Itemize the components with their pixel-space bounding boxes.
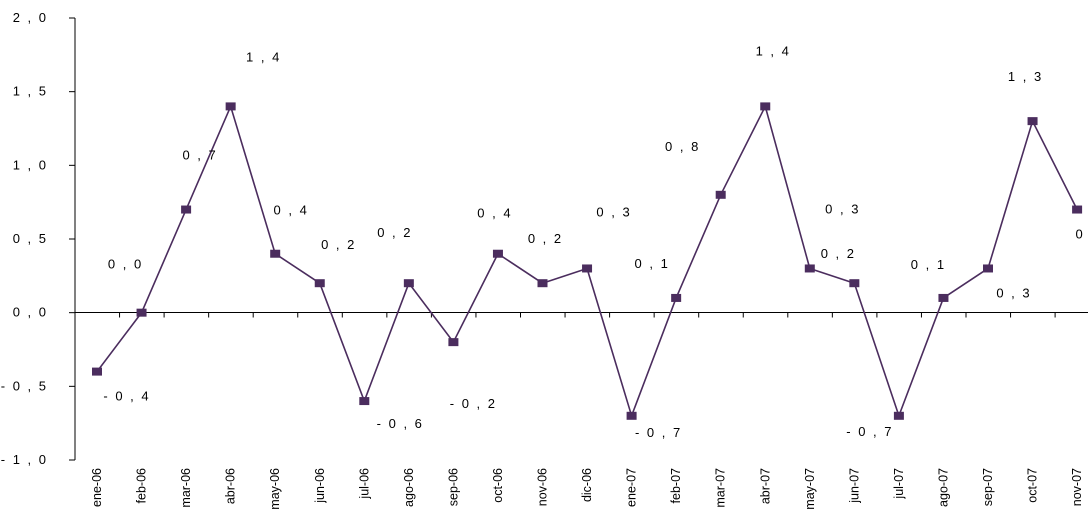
x-tick-label: jun-07 (847, 468, 861, 504)
data-point (893, 411, 904, 420)
x-tick-label: jul-07 (892, 468, 906, 500)
y-tick-label: 1 , 5 (13, 84, 48, 99)
data-point (582, 264, 593, 273)
x-tick-label: nov-07 (1070, 468, 1084, 506)
x-tick-label: dic-06 (580, 468, 594, 502)
data-label: 0 , 2 (528, 231, 563, 246)
y-tick-label: 0 , 0 (13, 305, 48, 320)
data-point (314, 279, 325, 288)
data-label: 0 , 0 (108, 257, 143, 272)
x-tick-label: ene-07 (625, 468, 639, 507)
data-label: 1 , 4 (756, 43, 791, 58)
y-tick-label: - 0 , 5 (1, 378, 48, 393)
x-tick-label: ago-07 (936, 468, 950, 507)
x-tick-label: sep-07 (981, 468, 995, 506)
data-label: 0 , 2 (377, 225, 412, 240)
data-label: - 0 , 2 (450, 396, 497, 411)
data-point (448, 338, 459, 347)
data-label: 0 , 4 (274, 203, 309, 218)
data-point (671, 293, 682, 302)
data-point (1072, 205, 1083, 214)
y-tick-label: 2 , 0 (13, 10, 48, 25)
data-label: 0 , 7 (182, 148, 217, 163)
data-label: 0 , 2 (821, 246, 856, 261)
x-tick-label: may-06 (268, 468, 282, 510)
data-point (715, 190, 726, 199)
x-tick-label: feb-07 (669, 468, 683, 503)
data-point (537, 279, 548, 288)
data-point (1027, 117, 1038, 126)
x-tick-label: nov-06 (536, 468, 550, 506)
data-label: - 0 , 6 (377, 416, 424, 431)
data-point (626, 411, 637, 420)
data-label: - 0 , 7 (846, 424, 893, 439)
data-point (983, 264, 993, 273)
x-tick-label: jul-06 (357, 468, 371, 500)
x-tick-label: oct-06 (491, 468, 505, 503)
data-label: 0 , 1 (635, 256, 670, 271)
y-tick-label: 1 , 0 (13, 157, 48, 172)
x-tick-label: abr-07 (758, 468, 772, 504)
x-tick-label: mar-06 (179, 468, 193, 508)
data-label: 0 , 2 (321, 237, 356, 252)
x-tick-label: sep-06 (446, 468, 460, 506)
data-label: 0 , 3 (996, 285, 1031, 300)
data-label: 0 , 1 (911, 257, 946, 272)
data-point (359, 397, 370, 406)
data-point (181, 205, 192, 214)
data-point (849, 279, 860, 288)
data-point (492, 249, 503, 258)
data-label: 0 , 7 (1075, 227, 1088, 242)
x-tick-label: oct-07 (1026, 468, 1040, 503)
data-label: - 0 , 7 (635, 425, 682, 440)
data-point (225, 102, 236, 111)
x-tick-label: mar-07 (714, 468, 728, 508)
data-label: 1 , 3 (1008, 69, 1043, 84)
data-point (270, 249, 281, 258)
data-point (403, 279, 414, 288)
y-tick-label: - 1 , 0 (1, 452, 48, 467)
x-tick-label: feb-06 (135, 468, 149, 503)
data-point (760, 102, 771, 111)
data-point (804, 264, 815, 273)
data-point (136, 308, 147, 317)
y-tick-label: 0 , 5 (13, 231, 48, 246)
data-point (92, 367, 102, 376)
x-tick-label: ago-06 (402, 468, 416, 507)
data-label: 0 , 3 (596, 204, 631, 219)
x-tick-label: jun-06 (313, 468, 327, 504)
x-tick-label: ene-06 (90, 468, 104, 507)
x-tick-label: abr-06 (224, 468, 238, 504)
data-point (938, 293, 949, 302)
data-label: 0 , 3 (825, 201, 860, 216)
data-label: 0 , 8 (665, 139, 700, 154)
x-tick-label: may-07 (803, 468, 817, 510)
data-label: 0 , 4 (477, 206, 512, 221)
data-label: 1 , 4 (246, 49, 281, 64)
data-label: - 0 , 4 (103, 389, 150, 404)
